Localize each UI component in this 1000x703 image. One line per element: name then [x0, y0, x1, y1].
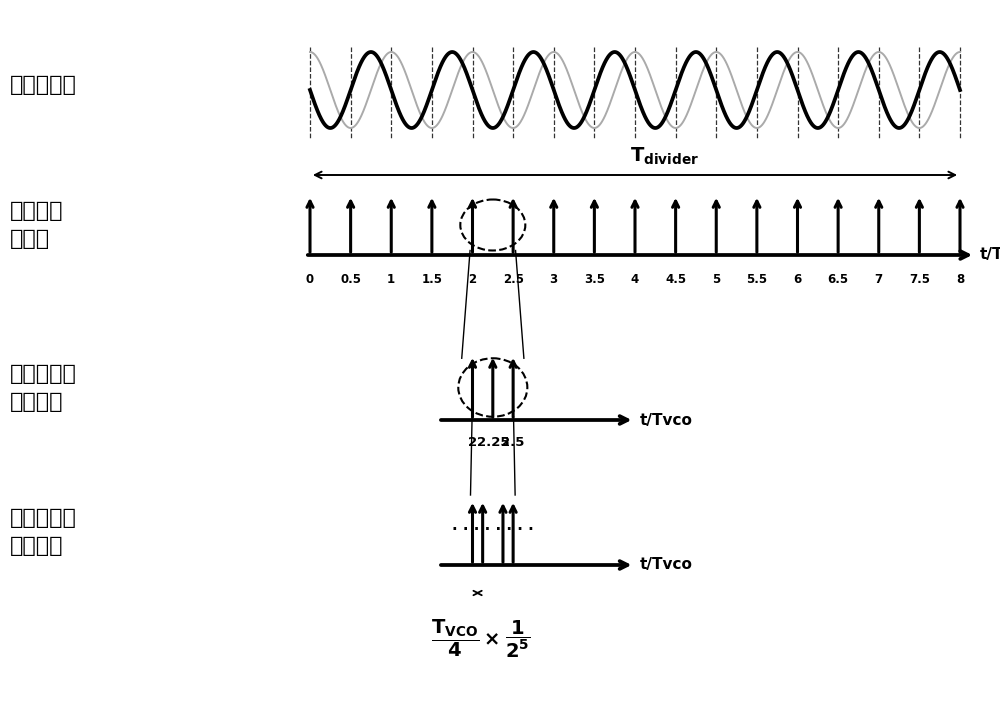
Text: 1.5: 1.5 — [421, 273, 442, 286]
Text: 5.5: 5.5 — [746, 273, 767, 286]
Text: t/Tvco: t/Tvco — [980, 247, 1000, 262]
Text: 相位插值器
输出相位: 相位插值器 输出相位 — [10, 363, 77, 411]
Text: $\mathbf{T}_{\mathbf{divider}}$: $\mathbf{T}_{\mathbf{divider}}$ — [630, 146, 700, 167]
Text: 0: 0 — [306, 273, 314, 286]
Text: 6: 6 — [793, 273, 802, 286]
Text: 3: 3 — [550, 273, 558, 286]
Text: 数字时间转
换器相位: 数字时间转 换器相位 — [10, 508, 77, 557]
Text: t/Tvco: t/Tvco — [639, 557, 692, 572]
Text: 2: 2 — [468, 436, 477, 449]
Text: 7.5: 7.5 — [909, 273, 930, 286]
Text: 0.5: 0.5 — [340, 273, 361, 286]
Text: 2.5: 2.5 — [503, 273, 524, 286]
Text: $\mathbf{\times}$: $\mathbf{\times}$ — [483, 630, 499, 649]
Text: 2.25: 2.25 — [477, 436, 509, 449]
Text: 1: 1 — [387, 273, 395, 286]
Text: t/Tvco: t/Tvco — [639, 413, 692, 427]
Text: · · · · · · · ·: · · · · · · · · — [452, 522, 534, 537]
Text: 2.5: 2.5 — [501, 436, 525, 449]
Text: 4: 4 — [631, 273, 639, 286]
Text: 2: 2 — [468, 273, 477, 286]
Text: 5: 5 — [712, 273, 720, 286]
Text: 振荡器相位: 振荡器相位 — [10, 75, 77, 95]
Text: 4.5: 4.5 — [665, 273, 686, 286]
Text: 8: 8 — [956, 273, 964, 286]
Text: 分频器输
出相位: 分频器输 出相位 — [10, 201, 64, 249]
Text: $\dfrac{\mathbf{1}}{\mathbf{2^5}}$: $\dfrac{\mathbf{1}}{\mathbf{2^5}}$ — [505, 618, 530, 659]
Text: 7: 7 — [875, 273, 883, 286]
Text: $\dfrac{\mathbf{T}_{\mathbf{VCO}}}{\mathbf{4}}$: $\dfrac{\mathbf{T}_{\mathbf{VCO}}}{\math… — [431, 618, 480, 659]
Text: 3.5: 3.5 — [584, 273, 605, 286]
Text: 6.5: 6.5 — [828, 273, 849, 286]
